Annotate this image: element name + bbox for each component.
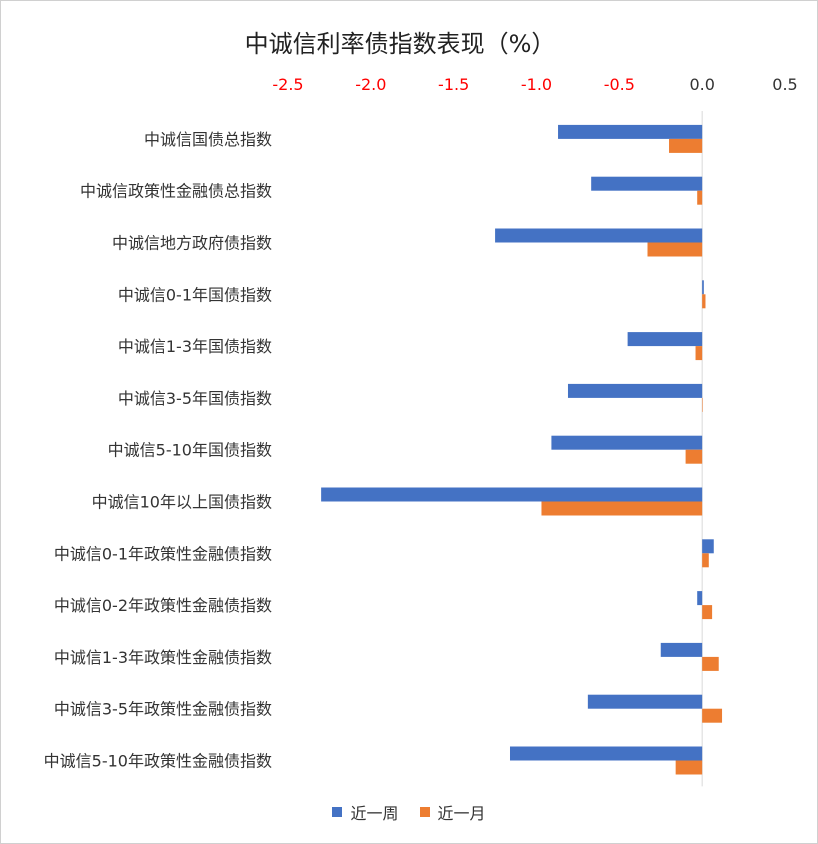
x-tick-label: -1.0 [521, 75, 552, 94]
category-label: 中诚信政策性金融债总指数 [80, 182, 272, 201]
category-label: 中诚信0-2年政策性金融债指数 [54, 596, 272, 615]
legend-item-week: 近一周 [332, 800, 398, 824]
bar-month [695, 346, 703, 361]
bar-month [702, 708, 723, 723]
bar-week [660, 642, 703, 657]
x-tick-label: -2.0 [355, 75, 386, 94]
x-tick-label: -1.5 [438, 75, 469, 94]
category-label: 中诚信5-10年政策性金融债指数 [44, 752, 272, 771]
bar-week [702, 539, 714, 554]
legend-label-month: 近一月 [437, 804, 486, 823]
bar-month [541, 501, 703, 516]
bar-month [702, 656, 719, 671]
bar-month [697, 190, 703, 205]
bar-week [567, 383, 703, 398]
bar-month [669, 138, 703, 153]
category-label: 中诚信地方政府债指数 [112, 234, 272, 253]
bar-week [627, 332, 703, 347]
bar-month [647, 242, 703, 257]
legend-label-week: 近一周 [350, 804, 399, 823]
bar-week [551, 435, 703, 450]
bar-week [697, 591, 703, 606]
bar-month [685, 449, 703, 464]
bar-week [495, 228, 703, 243]
category-label: 中诚信3-5年政策性金融债指数 [54, 700, 272, 719]
category-label: 中诚信1-3年国债指数 [118, 337, 272, 356]
bar-month [675, 760, 703, 775]
category-label: 中诚信国债总指数 [144, 130, 272, 149]
bar-week [558, 124, 703, 139]
bar-week [702, 280, 704, 295]
chart-title: 中诚信利率债指数表现（%） [244, 30, 556, 58]
category-label: 中诚信3-5年国债指数 [118, 389, 272, 408]
x-tick-label: -0.5 [604, 75, 635, 94]
bar-month [702, 397, 703, 412]
category-label: 中诚信0-1年政策性金融债指数 [54, 544, 272, 563]
legend: 近一周 近一月 [0, 800, 818, 824]
category-label: 中诚信1-3年政策性金融债指数 [54, 648, 272, 667]
legend-item-month: 近一月 [419, 800, 486, 824]
bar-month [702, 605, 713, 620]
bar-week [587, 694, 703, 709]
legend-swatch-month [419, 807, 430, 817]
x-tick-label: 0.0 [689, 75, 714, 94]
bar-week [591, 176, 703, 191]
category-label: 中诚信5-10年国债指数 [108, 441, 272, 460]
x-tick-label: -2.5 [272, 75, 303, 94]
bar-month [702, 294, 706, 309]
category-label: 中诚信0-1年国债指数 [118, 285, 272, 304]
bar-week [509, 746, 703, 761]
legend-swatch-week [332, 807, 343, 817]
bar-month [702, 553, 709, 568]
category-label: 中诚信10年以上国债指数 [92, 493, 272, 512]
bar-week [321, 487, 703, 502]
x-tick-label: 0.5 [772, 75, 797, 94]
